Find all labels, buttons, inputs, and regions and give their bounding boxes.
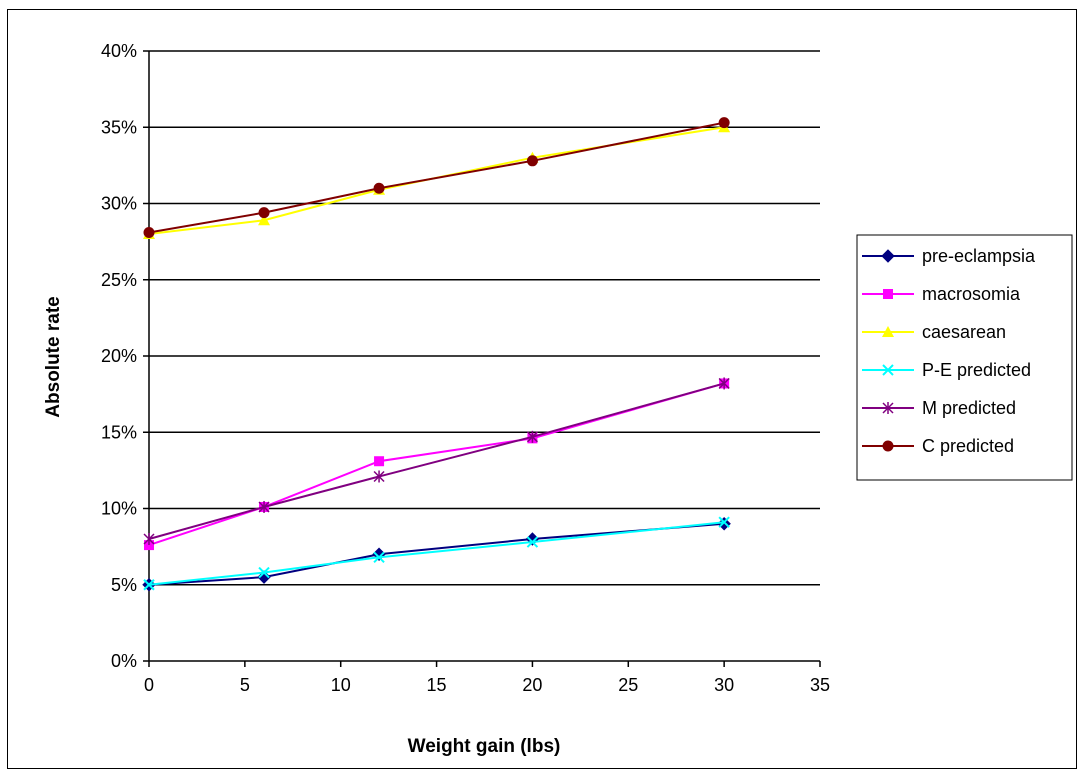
- data-point-c-predicted: [258, 207, 270, 219]
- marker-stroke: [143, 579, 155, 591]
- data-point-c-predicted: [143, 226, 155, 238]
- data-point-p-e-predicted: [258, 566, 270, 579]
- y-tick-label: 25%: [101, 270, 137, 290]
- y-tick-label: 30%: [101, 194, 137, 214]
- series: [142, 117, 731, 592]
- legend-marker: [882, 364, 894, 376]
- marker-stroke: [373, 551, 385, 564]
- axes: 0% 5% 10% 15% 20% 25% 30% 35% 40% 0 5 10 15 20 25 30 35: [101, 41, 830, 695]
- data-point-p-e-predicted: [718, 516, 730, 528]
- y-tick-label: 20%: [101, 346, 137, 366]
- legend-label: macrosomia: [922, 284, 1021, 304]
- legend-item-c-predicted: C predicted: [862, 436, 1014, 456]
- x-tick-label: 25: [618, 675, 638, 695]
- y-axis-title: Absolute rate: [43, 296, 64, 417]
- legend-marker: [882, 402, 894, 414]
- data-point-m-predicted: [718, 377, 730, 390]
- x-tick-label: 5: [240, 675, 250, 695]
- series-line-c-predicted: [148, 121, 725, 234]
- legend-item-pre-eclampsia: pre-eclampsia: [862, 246, 1036, 266]
- data-point-m-predicted: [258, 500, 270, 513]
- legend-marker: [882, 440, 894, 452]
- legend-marker: [881, 249, 895, 263]
- legend-marker: [882, 326, 894, 337]
- legend-label: C predicted: [922, 436, 1014, 456]
- x-tick-label: 10: [331, 675, 351, 695]
- data-point-pre-eclampsia: [717, 517, 731, 531]
- data-point-macrosomia: [144, 540, 154, 551]
- data-point-macrosomia: [374, 456, 385, 467]
- series-pre-eclampsia: [142, 517, 731, 592]
- legend-item-p-e-predicted: P-E predicted: [862, 360, 1031, 380]
- data-point-caesarean: [258, 214, 271, 226]
- x-tick-label: 35: [810, 675, 830, 695]
- x-tick-label: 30: [714, 675, 734, 695]
- x-axis-title: Weight gain (lbs): [408, 736, 561, 757]
- legend-box: [856, 234, 1073, 481]
- y-tick-label: 5%: [111, 575, 137, 595]
- legend: pre-eclampsia macrosomia caesarean P-E pred…: [856, 234, 1073, 481]
- legend-item-m-predicted: M predicted: [862, 398, 1016, 418]
- y-tick-label: 10%: [101, 499, 137, 519]
- data-point-c-predicted: [526, 155, 538, 167]
- data-point-p-e-predicted: [373, 551, 385, 564]
- data-point-p-e-predicted: [526, 536, 539, 548]
- x-tick-label: 20: [522, 675, 542, 695]
- data-point-m-predicted: [143, 533, 155, 545]
- data-point-c-predicted: [718, 117, 730, 129]
- data-point-p-e-predicted: [143, 579, 155, 591]
- marker-stroke: [258, 566, 270, 579]
- data-point-c-predicted: [373, 182, 385, 194]
- marker-stroke: [718, 516, 730, 528]
- marker-stroke: [882, 364, 894, 376]
- series-p-e-predicted: [143, 516, 730, 591]
- y-tick-label: 0%: [111, 651, 137, 671]
- y-tick-label: 40%: [101, 41, 137, 61]
- legend-item-macrosomia: macrosomia: [862, 284, 1021, 304]
- data-point-m-predicted: [373, 470, 385, 483]
- legend-item-caesarean: caesarean: [862, 322, 1006, 342]
- series-line-m-predicted: [148, 382, 725, 540]
- legend-marker: [883, 289, 893, 299]
- y-tick-label: 15%: [101, 422, 137, 442]
- x-tick-label: 15: [427, 675, 447, 695]
- legend-label: pre-eclampsia: [922, 246, 1036, 266]
- legend-label: P-E predicted: [922, 360, 1031, 380]
- series-m-predicted: [143, 377, 730, 545]
- data-point-pre-eclampsia: [257, 570, 271, 584]
- marker-stroke: [526, 536, 539, 548]
- series-c-predicted: [143, 117, 730, 238]
- data-point-m-predicted: [526, 430, 538, 443]
- series-macrosomia: [144, 378, 730, 551]
- legend-label: caesarean: [922, 322, 1006, 342]
- legend-label: M predicted: [922, 398, 1016, 418]
- x-tick-label: 0: [144, 675, 154, 695]
- y-tick-label: 35%: [101, 117, 137, 137]
- series-line-p-e-predicted: [148, 521, 725, 586]
